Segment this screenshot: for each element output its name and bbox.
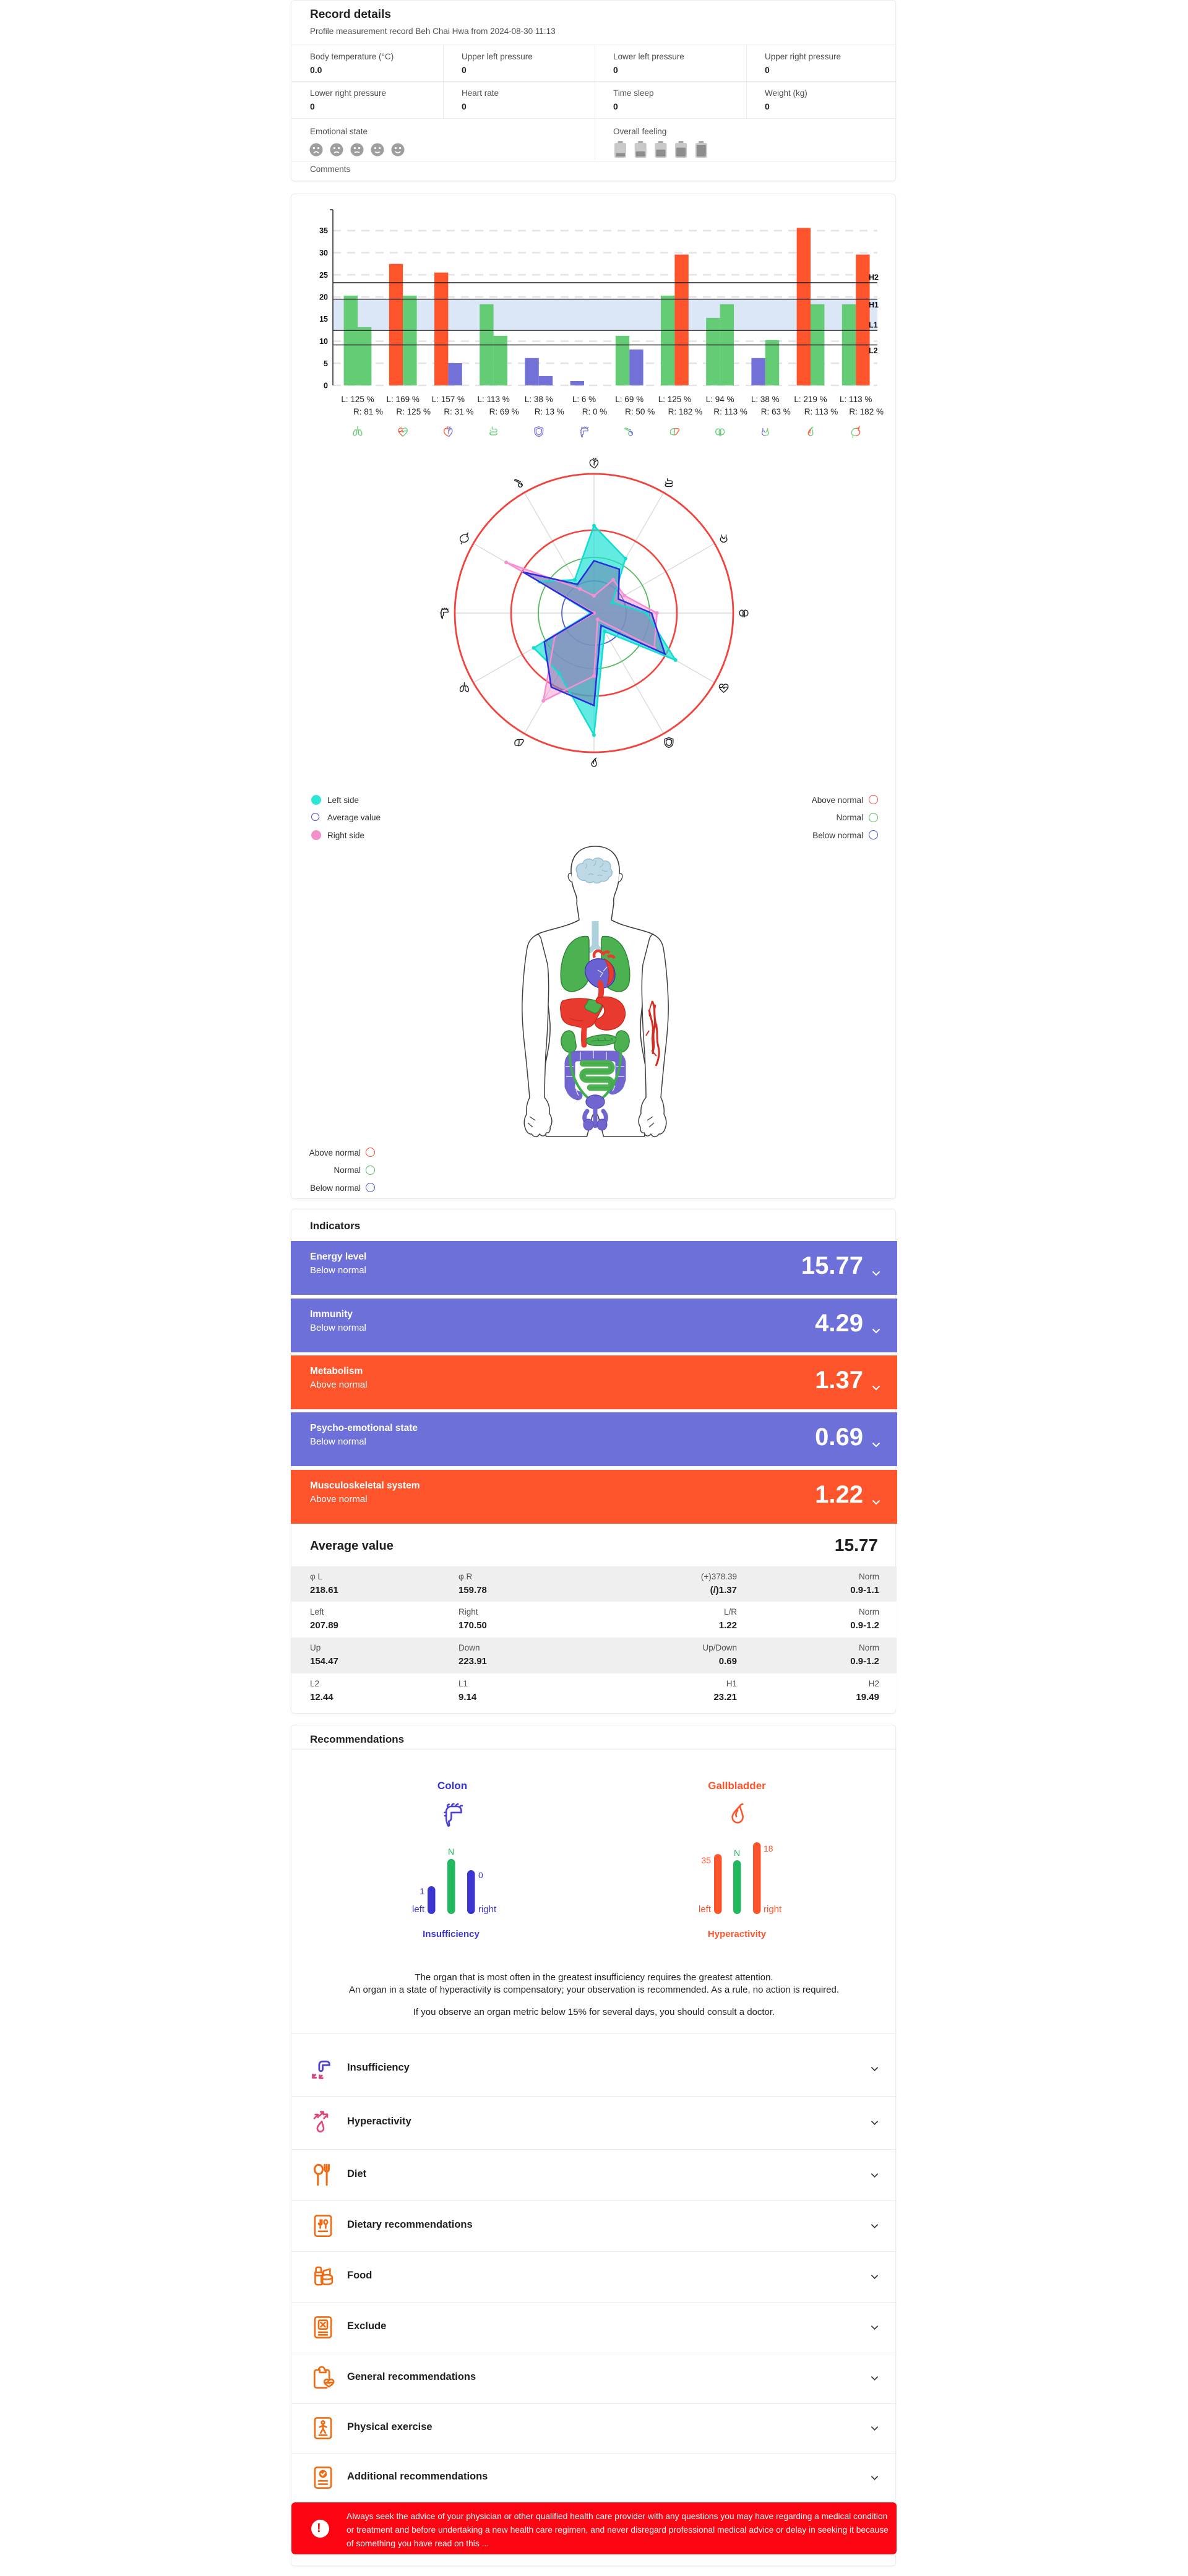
svg-text:5: 5: [324, 359, 328, 368]
svg-text:L: 113 %: L: 113 %: [840, 395, 872, 404]
svg-text:R: 13 %: R: 13 %: [535, 407, 564, 416]
svg-text:H1: H1: [869, 301, 879, 309]
svg-text:R: 113 %: R: 113 %: [804, 407, 838, 416]
svg-text:0: 0: [324, 382, 328, 390]
svg-text:R: 31 %: R: 31 %: [444, 407, 473, 416]
svg-text:L: 125 %: L: 125 %: [658, 395, 691, 404]
svg-text:Insufficiency: Insufficiency: [423, 1929, 480, 1939]
svg-text:R: 63 %: R: 63 %: [761, 407, 791, 416]
svg-text:1: 1: [420, 1886, 424, 1896]
svg-text:L: 113 %: L: 113 %: [477, 395, 509, 404]
svg-text:15: 15: [319, 315, 328, 324]
svg-text:L: 94 %: L: 94 %: [706, 395, 734, 404]
svg-text:N: N: [448, 1847, 454, 1857]
svg-text:35: 35: [701, 1855, 711, 1865]
svg-text:L: 38 %: L: 38 %: [525, 395, 553, 404]
svg-text:L: 219 %: L: 219 %: [794, 395, 827, 404]
svg-text:right: right: [764, 1904, 782, 1915]
svg-text:30: 30: [319, 249, 328, 257]
svg-text:H2: H2: [869, 273, 879, 282]
svg-text:R: 182 %: R: 182 %: [849, 407, 884, 416]
svg-text:L: 157 %: L: 157 %: [432, 395, 465, 404]
svg-text:R: 113 %: R: 113 %: [713, 407, 747, 416]
svg-text:R: 69 %: R: 69 %: [489, 407, 519, 416]
svg-text:R: 182 %: R: 182 %: [668, 407, 703, 416]
svg-text:L1: L1: [869, 321, 878, 330]
svg-text:R: 0 %: R: 0 %: [582, 407, 608, 416]
svg-text:R: 125 %: R: 125 %: [396, 407, 431, 416]
svg-text:left: left: [412, 1904, 425, 1915]
svg-text:L: 169 %: L: 169 %: [387, 395, 420, 404]
svg-text:R: 50 %: R: 50 %: [625, 407, 655, 416]
svg-text:L: 125 %: L: 125 %: [341, 395, 374, 404]
svg-text:right: right: [478, 1904, 497, 1915]
svg-text:L: 6 %: L: 6 %: [572, 395, 596, 404]
svg-text:18: 18: [764, 1844, 773, 1853]
svg-text:left: left: [699, 1904, 712, 1915]
svg-text:25: 25: [319, 271, 328, 280]
svg-text:35: 35: [319, 226, 328, 235]
svg-text:20: 20: [319, 293, 328, 302]
svg-text:L: 69 %: L: 69 %: [615, 395, 644, 404]
svg-text:L: 38 %: L: 38 %: [751, 395, 780, 404]
svg-text:0: 0: [478, 1870, 483, 1880]
svg-text:10: 10: [319, 337, 328, 346]
svg-text:Hyperactivity: Hyperactivity: [708, 1929, 767, 1939]
svg-text:N: N: [734, 1848, 740, 1858]
svg-text:L2: L2: [869, 346, 878, 355]
svg-text:R: 81 %: R: 81 %: [353, 407, 383, 416]
